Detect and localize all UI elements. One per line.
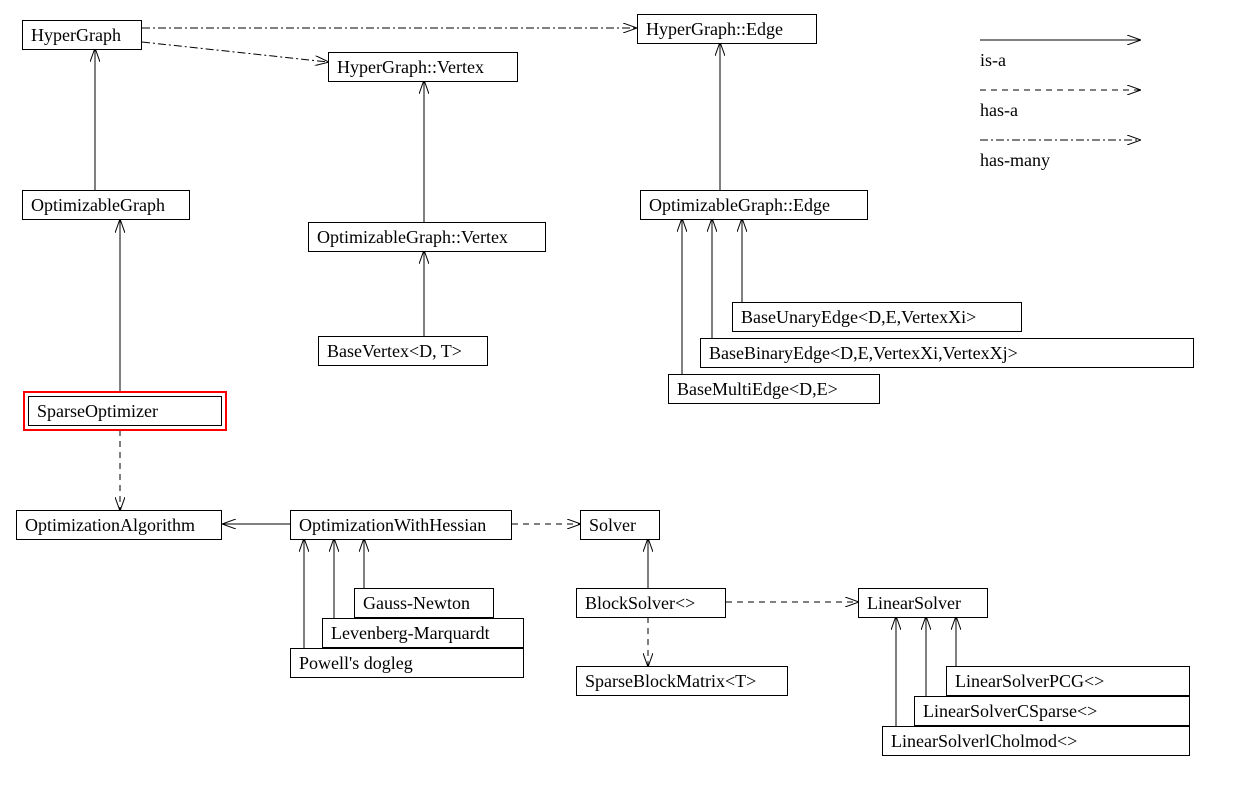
node-linear_solver_pcg: LinearSolverPCG<> — [946, 666, 1190, 696]
diagram-canvas: HyperGraphHyperGraph::Vertex HyperGraph::… — [0, 0, 1246, 792]
node-block_solver: BlockSolver<> — [576, 588, 726, 618]
edge-hypergraph-hypergraph_vertex — [142, 42, 328, 62]
node-sparse_optimizer: SparseOptimizer — [28, 396, 222, 426]
node-linear_solver_csparse: LinearSolverCSparse<> — [914, 696, 1190, 726]
node-base_binary_edge: BaseBinaryEdge<D,E,VertexXi,VertexXj> — [700, 338, 1194, 368]
node-optgraph_vertex: OptimizableGraph::Vertex — [308, 222, 546, 252]
node-hypergraph_vertex: HyperGraph::Vertex — [328, 52, 518, 82]
node-optimizable_graph: OptimizableGraph — [22, 190, 190, 220]
node-base_multi_edge: BaseMultiEdge<D,E> — [668, 374, 880, 404]
node-base_unary_edge: BaseUnaryEdge<D,E,VertexXi> — [732, 302, 1022, 332]
node-linear_solver: LinearSolver — [858, 588, 988, 618]
node-dogleg: Powell's dogleg — [290, 648, 524, 678]
legend-label-is_a: is-a — [980, 50, 1006, 71]
node-linear_solver_cholmod: LinearSolverlCholmod<> — [882, 726, 1190, 756]
node-highlight-sparse_optimizer: SparseOptimizer — [23, 391, 227, 431]
node-gauss_newton: Gauss-Newton — [354, 588, 494, 618]
node-opt_algorithm: OptimizationAlgorithm — [16, 510, 222, 540]
node-hypergraph_edge: HyperGraph::Edge — [637, 14, 817, 44]
node-optgraph_edge: OptimizableGraph::Edge — [640, 190, 868, 220]
node-base_vertex: BaseVertex<D, T> — [318, 336, 488, 366]
node-sparse_block_matrix: SparseBlockMatrix<T> — [576, 666, 788, 696]
node-levenberg: Levenberg-Marquardt — [322, 618, 524, 648]
node-hypergraph: HyperGraph — [22, 20, 142, 50]
legend-label-has_many: has-many — [980, 150, 1050, 171]
legend-label-has_a: has-a — [980, 100, 1018, 121]
node-solver: Solver — [580, 510, 660, 540]
node-opt_with_hessian: OptimizationWithHessian — [290, 510, 512, 540]
